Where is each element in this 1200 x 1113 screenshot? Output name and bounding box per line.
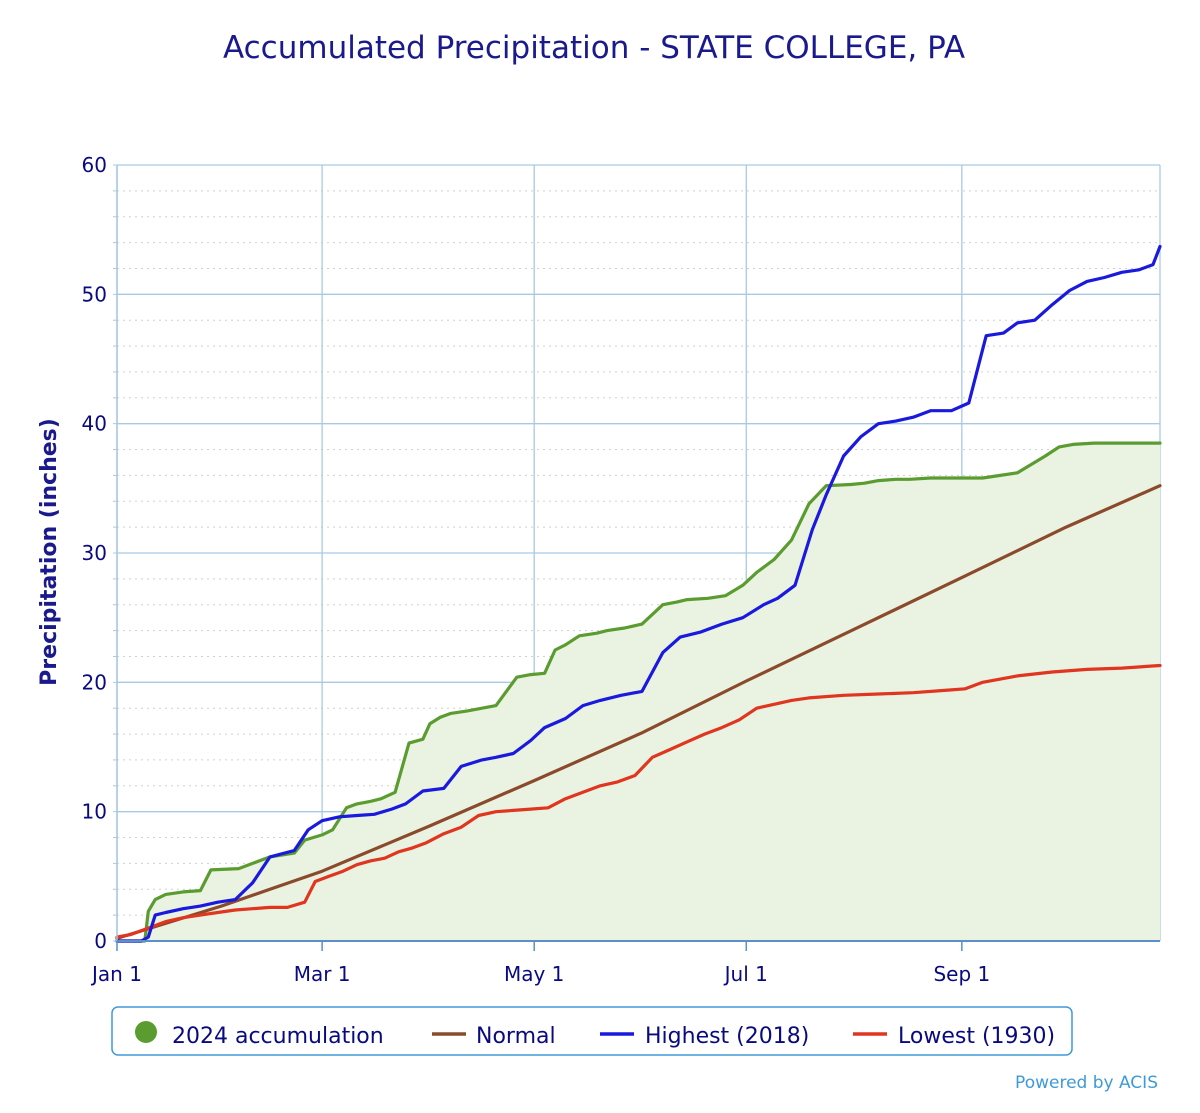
series-highest-2018-line[interactable] [115,244,1162,943]
y-tick-label: 20 [82,670,107,694]
y-tick-label: 0 [94,929,107,953]
y-tick-label: 30 [82,541,107,565]
chart-axes [113,164,1160,951]
y-axis-label: Precipitation (inches) [37,418,62,686]
x-tick-label: Jan 1 [90,962,142,986]
legend-label-lowest[interactable]: Lowest (1930) [898,1024,1055,1049]
y-tick-label: 40 [82,412,107,436]
legend-swatch-2024 [135,1021,157,1043]
x-tick-labels: Jan 1 Mar 1 May 1 Jul 1 Sep 1 [90,962,990,986]
x-tick-label: Jul 1 [723,962,768,986]
legend-box [111,1006,1073,1056]
series-2024-accumulation-line[interactable] [115,441,1162,943]
x-tick-label: Mar 1 [294,962,351,986]
y-tick-label: 50 [82,282,107,306]
chart-title: Accumulated Precipitation - STATE COLLEG… [223,30,965,66]
powered-by-credit[interactable]: Powered by ACIS [1015,1073,1158,1093]
series-normal-line[interactable] [115,484,1162,940]
legend-label-highest[interactable]: Highest (2018) [645,1024,809,1049]
y-tick-labels: 0 10 20 30 40 50 60 [82,153,107,953]
legend-label-normal[interactable]: Normal [476,1024,556,1049]
x-tick-label: Sep 1 [933,962,990,986]
series-lowest-1930-line[interactable] [115,663,1162,939]
legend-label-2024[interactable]: 2024 accumulation [172,1024,384,1049]
chart-lines [115,244,1162,943]
y-tick-label: 60 [82,153,107,177]
chart-legend: 2024 accumulation Normal Highest (2018) … [111,1006,1073,1056]
x-tick-label: May 1 [504,962,564,986]
y-tick-label: 10 [82,800,107,824]
